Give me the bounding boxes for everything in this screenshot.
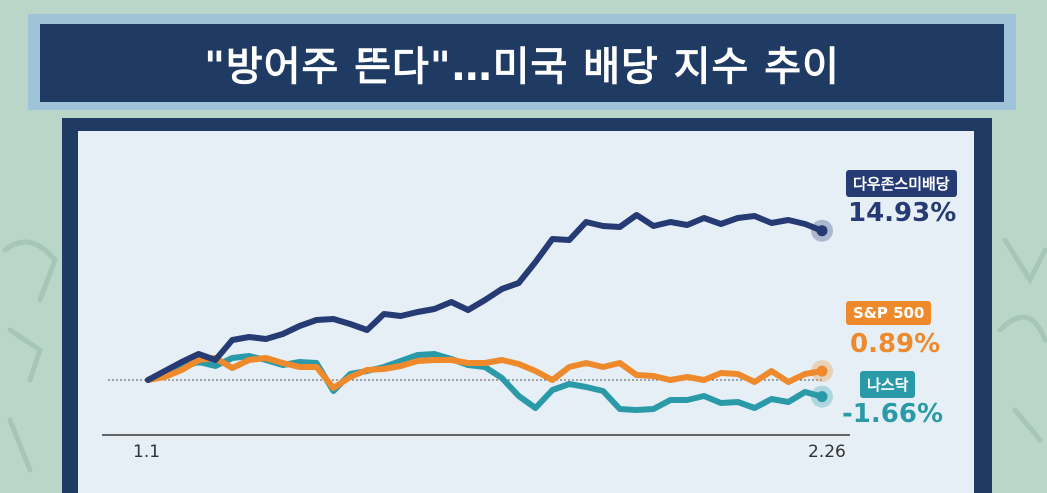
series-tag-nasdaq: 나스닥 <box>860 371 916 398</box>
series-line-sp500 <box>145 355 825 391</box>
series-value-dow: 14.93% <box>848 198 957 228</box>
series-value-nasdaq: -1.66% <box>842 399 943 429</box>
end-point-nasdaq <box>816 391 828 403</box>
x-tick-end: 2.26 <box>808 442 846 462</box>
chart-board <box>78 131 974 493</box>
title-bar: "방어주 뜬다"…미국 배당 지수 추이 <box>40 24 1004 102</box>
series-tag-sp500: S&P 500 <box>846 301 932 325</box>
end-point-sp500 <box>816 365 828 377</box>
series-value-sp500: 0.89% <box>850 329 941 359</box>
end-point-dow <box>816 225 828 237</box>
chart-title: "방어주 뜬다"…미국 배당 지수 추이 <box>204 44 840 90</box>
x-tick-start: 1.1 <box>133 442 161 462</box>
series-line-dow <box>145 212 825 383</box>
series-tag-dow: 다우존스미배당 <box>846 170 957 197</box>
